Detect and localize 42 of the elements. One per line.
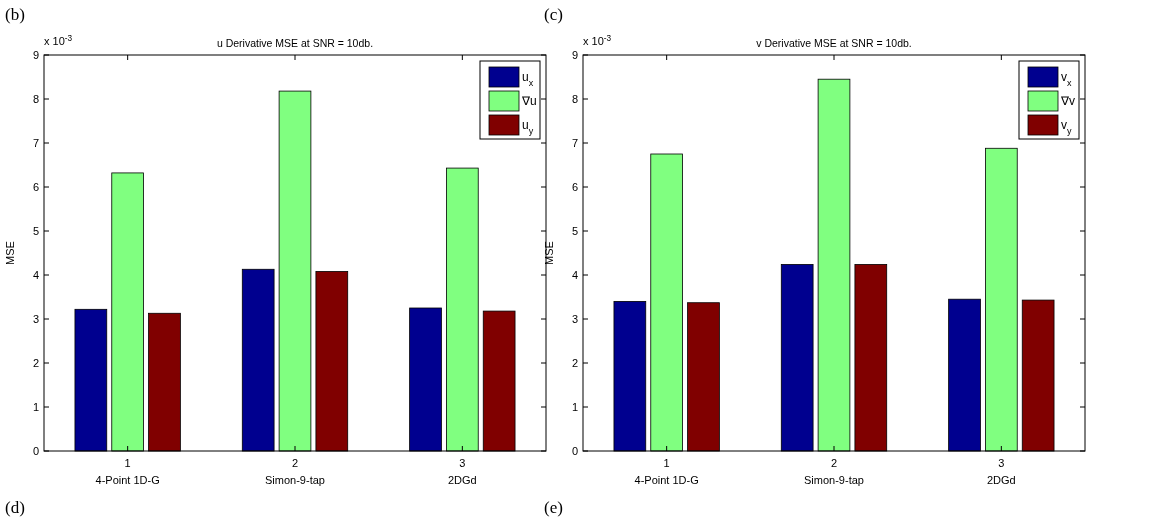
y-tick-label: 2 — [571, 357, 578, 369]
text: x 10$^{-3}$ — [583, 33, 612, 47]
legend-label: v$_{y}$ — [1061, 118, 1072, 136]
x-tick-label: 2 Simon-9-tap — [265, 457, 325, 486]
y-axis-title: MSE — [4, 241, 16, 265]
text: (d) — [5, 498, 25, 517]
y-tick-label: 5 — [571, 225, 578, 237]
y-tick-label: 0 — [571, 445, 578, 457]
y-tick-label: 9 — [571, 49, 578, 61]
chart-title: v Derivative MSE at SNR = 10db. — [756, 37, 912, 49]
y-tick-label: 8 — [32, 93, 39, 105]
legend-label: v$_{x}$ — [1061, 70, 1072, 88]
legend-label: u$_{x}$ — [522, 70, 534, 88]
text: (b) — [5, 5, 25, 24]
text: (c) — [544, 5, 563, 24]
x-tick-label: 1 4-Point 1D-G — [634, 457, 699, 486]
text: x 10$^{-3}$ — [44, 33, 73, 47]
y-tick-label: 8 — [571, 93, 578, 105]
x-tick-label: 3 2DGd — [447, 457, 477, 486]
x-tick-label: 2 Simon-9-tap — [804, 457, 864, 486]
y-tick-label: 3 — [571, 313, 578, 325]
y-tick-label: 4 — [32, 269, 39, 281]
y-tick-label: 3 — [32, 313, 39, 325]
y-tick-label: 2 — [32, 357, 39, 369]
legend-label: ∇u — [521, 94, 537, 108]
y-tick-label: 0 — [32, 445, 39, 457]
y-tick-label: 1 — [571, 401, 578, 413]
text: (e) — [544, 498, 563, 517]
y-tick-label: 6 — [32, 181, 39, 193]
y-tick-label: 4 — [571, 269, 578, 281]
x-tick-label: 3 2DGd — [986, 457, 1016, 486]
y-tick-label: 1 — [32, 401, 39, 413]
y-tick-label: 6 — [571, 181, 578, 193]
y-axis-title: MSE — [543, 241, 555, 265]
legend-label: ∇v — [1060, 94, 1075, 108]
chart-title: u Derivative MSE at SNR = 10db. — [216, 37, 374, 49]
x-tick-label: 1 4-Point 1D-G — [95, 457, 160, 486]
y-tick-label: 7 — [571, 137, 578, 149]
y-tick-label: 9 — [32, 49, 39, 61]
y-tick-label: 5 — [32, 225, 39, 237]
legend-label: u$_{y}$ — [522, 118, 534, 136]
y-tick-label: 7 — [32, 137, 39, 149]
